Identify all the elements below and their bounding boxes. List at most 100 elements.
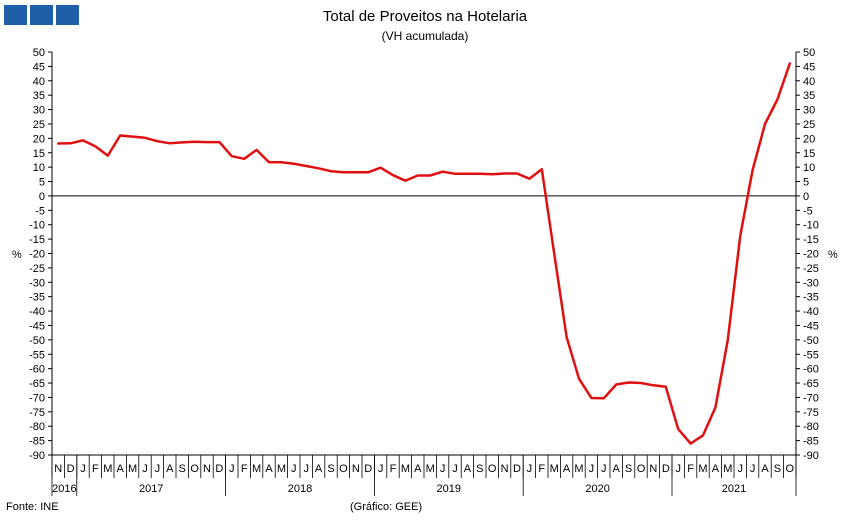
x-month-label: J <box>750 463 756 475</box>
x-month-label: M <box>723 463 732 475</box>
y-tick-label-right: -65 <box>803 378 819 390</box>
y-tick-label-right: 35 <box>803 90 815 102</box>
x-year-label: 2017 <box>139 483 163 495</box>
y-tick-label-left: 50 <box>33 47 45 59</box>
x-month-label: S <box>327 463 334 475</box>
x-month-label: O <box>637 463 646 475</box>
x-month-label: S <box>476 463 483 475</box>
x-month-label: J <box>527 463 533 475</box>
x-month-label: O <box>786 463 795 475</box>
source-note: Fonte: INE <box>6 501 59 513</box>
x-month-label: J <box>142 463 148 475</box>
brand-logo <box>4 5 79 25</box>
x-month-label: J <box>80 463 86 475</box>
y-tick-label-left: 10 <box>33 162 45 174</box>
y-tick-label-left: 20 <box>33 133 45 145</box>
x-month-label: J <box>452 463 458 475</box>
x-year-label: 2018 <box>288 483 312 495</box>
x-month-label: J <box>601 463 607 475</box>
x-month-label: M <box>401 463 410 475</box>
x-month-label: M <box>103 463 112 475</box>
x-month-label: J <box>589 463 595 475</box>
x-year-label: 2020 <box>585 483 609 495</box>
y-tick-label-left: -40 <box>29 306 45 318</box>
logo-square <box>56 5 79 25</box>
graphic-credit: (Gráfico: GEE) <box>350 501 423 513</box>
y-tick-label-left: 45 <box>33 61 45 73</box>
y-tick-label-right: 30 <box>803 105 815 117</box>
y-tick-label-left: -5 <box>35 205 45 217</box>
y-tick-label-right: 15 <box>803 148 815 160</box>
y-tick-label-left: 35 <box>33 90 45 102</box>
y-tick-label-right: 5 <box>803 177 809 189</box>
x-month-label: N <box>352 463 360 475</box>
y-tick-label-left: -75 <box>29 407 45 419</box>
logo-square <box>30 5 53 25</box>
y-tick-label-left: -80 <box>29 421 45 433</box>
y-tick-label-right: -75 <box>803 407 819 419</box>
x-month-label: J <box>737 463 743 475</box>
y-tick-label-right: -45 <box>803 320 819 332</box>
y-tick-label-left: 30 <box>33 105 45 117</box>
x-month-label: S <box>179 463 186 475</box>
x-month-label: M <box>426 463 435 475</box>
y-tick-label-left: 40 <box>33 76 45 88</box>
y-tick-label-left: -30 <box>29 277 45 289</box>
x-month-label: D <box>513 463 521 475</box>
x-month-label: A <box>563 463 571 475</box>
y-tick-label-left: 0 <box>39 191 45 203</box>
x-month-label: F <box>241 463 248 475</box>
x-month-label: A <box>166 463 174 475</box>
x-month-label: A <box>265 463 273 475</box>
y-tick-label-right: 25 <box>803 119 815 131</box>
y-tick-label-left: -35 <box>29 292 45 304</box>
x-year-label: 2016 <box>52 483 76 495</box>
y-tick-label-left: -55 <box>29 349 45 361</box>
y-tick-label-right: -5 <box>803 205 813 217</box>
y-tick-label-right: -60 <box>803 364 819 376</box>
y-tick-label-left: -10 <box>29 220 45 232</box>
x-month-label: S <box>774 463 781 475</box>
y-tick-label-right: -40 <box>803 306 819 318</box>
x-month-label: N <box>649 463 657 475</box>
y-tick-label-right: -30 <box>803 277 819 289</box>
y-tick-label-right: -25 <box>803 263 819 275</box>
x-month-label: F <box>687 463 694 475</box>
x-month-label: A <box>761 463 769 475</box>
x-month-label: A <box>315 463 323 475</box>
x-month-label: D <box>67 463 75 475</box>
x-month-label: M <box>550 463 559 475</box>
y-tick-label-left: -45 <box>29 320 45 332</box>
series-line <box>56 62 792 445</box>
y-tick-label-right: -15 <box>803 234 819 246</box>
y-tick-label-left: -85 <box>29 436 45 448</box>
y-tick-label-left: -25 <box>29 263 45 275</box>
y-tick-label-right: -20 <box>803 249 819 261</box>
x-month-label: M <box>277 463 286 475</box>
x-month-label: F <box>538 463 545 475</box>
y-axis-label-left: % <box>12 249 22 261</box>
y-tick-label-left: -60 <box>29 364 45 376</box>
y-tick-label-right: 0 <box>803 191 809 203</box>
x-month-label: M <box>252 463 261 475</box>
y-tick-label-right: -50 <box>803 335 819 347</box>
y-tick-label-left: -50 <box>29 335 45 347</box>
y-tick-label-right: -85 <box>803 436 819 448</box>
x-month-label: J <box>675 463 681 475</box>
x-month-label: D <box>364 463 372 475</box>
x-month-label: N <box>54 463 62 475</box>
x-month-label: A <box>414 463 422 475</box>
y-axis-label-right: % <box>828 249 838 261</box>
y-tick-label-left: -90 <box>29 450 45 462</box>
x-month-label: A <box>613 463 621 475</box>
x-month-label: S <box>625 463 632 475</box>
x-month-label: M <box>128 463 137 475</box>
x-month-label: O <box>190 463 199 475</box>
y-tick-label-left: -65 <box>29 378 45 390</box>
y-tick-label-right: 40 <box>803 76 815 88</box>
y-tick-label-right: -70 <box>803 392 819 404</box>
logo-square <box>4 5 27 25</box>
x-year-label: 2019 <box>437 483 461 495</box>
x-month-label: J <box>303 463 309 475</box>
